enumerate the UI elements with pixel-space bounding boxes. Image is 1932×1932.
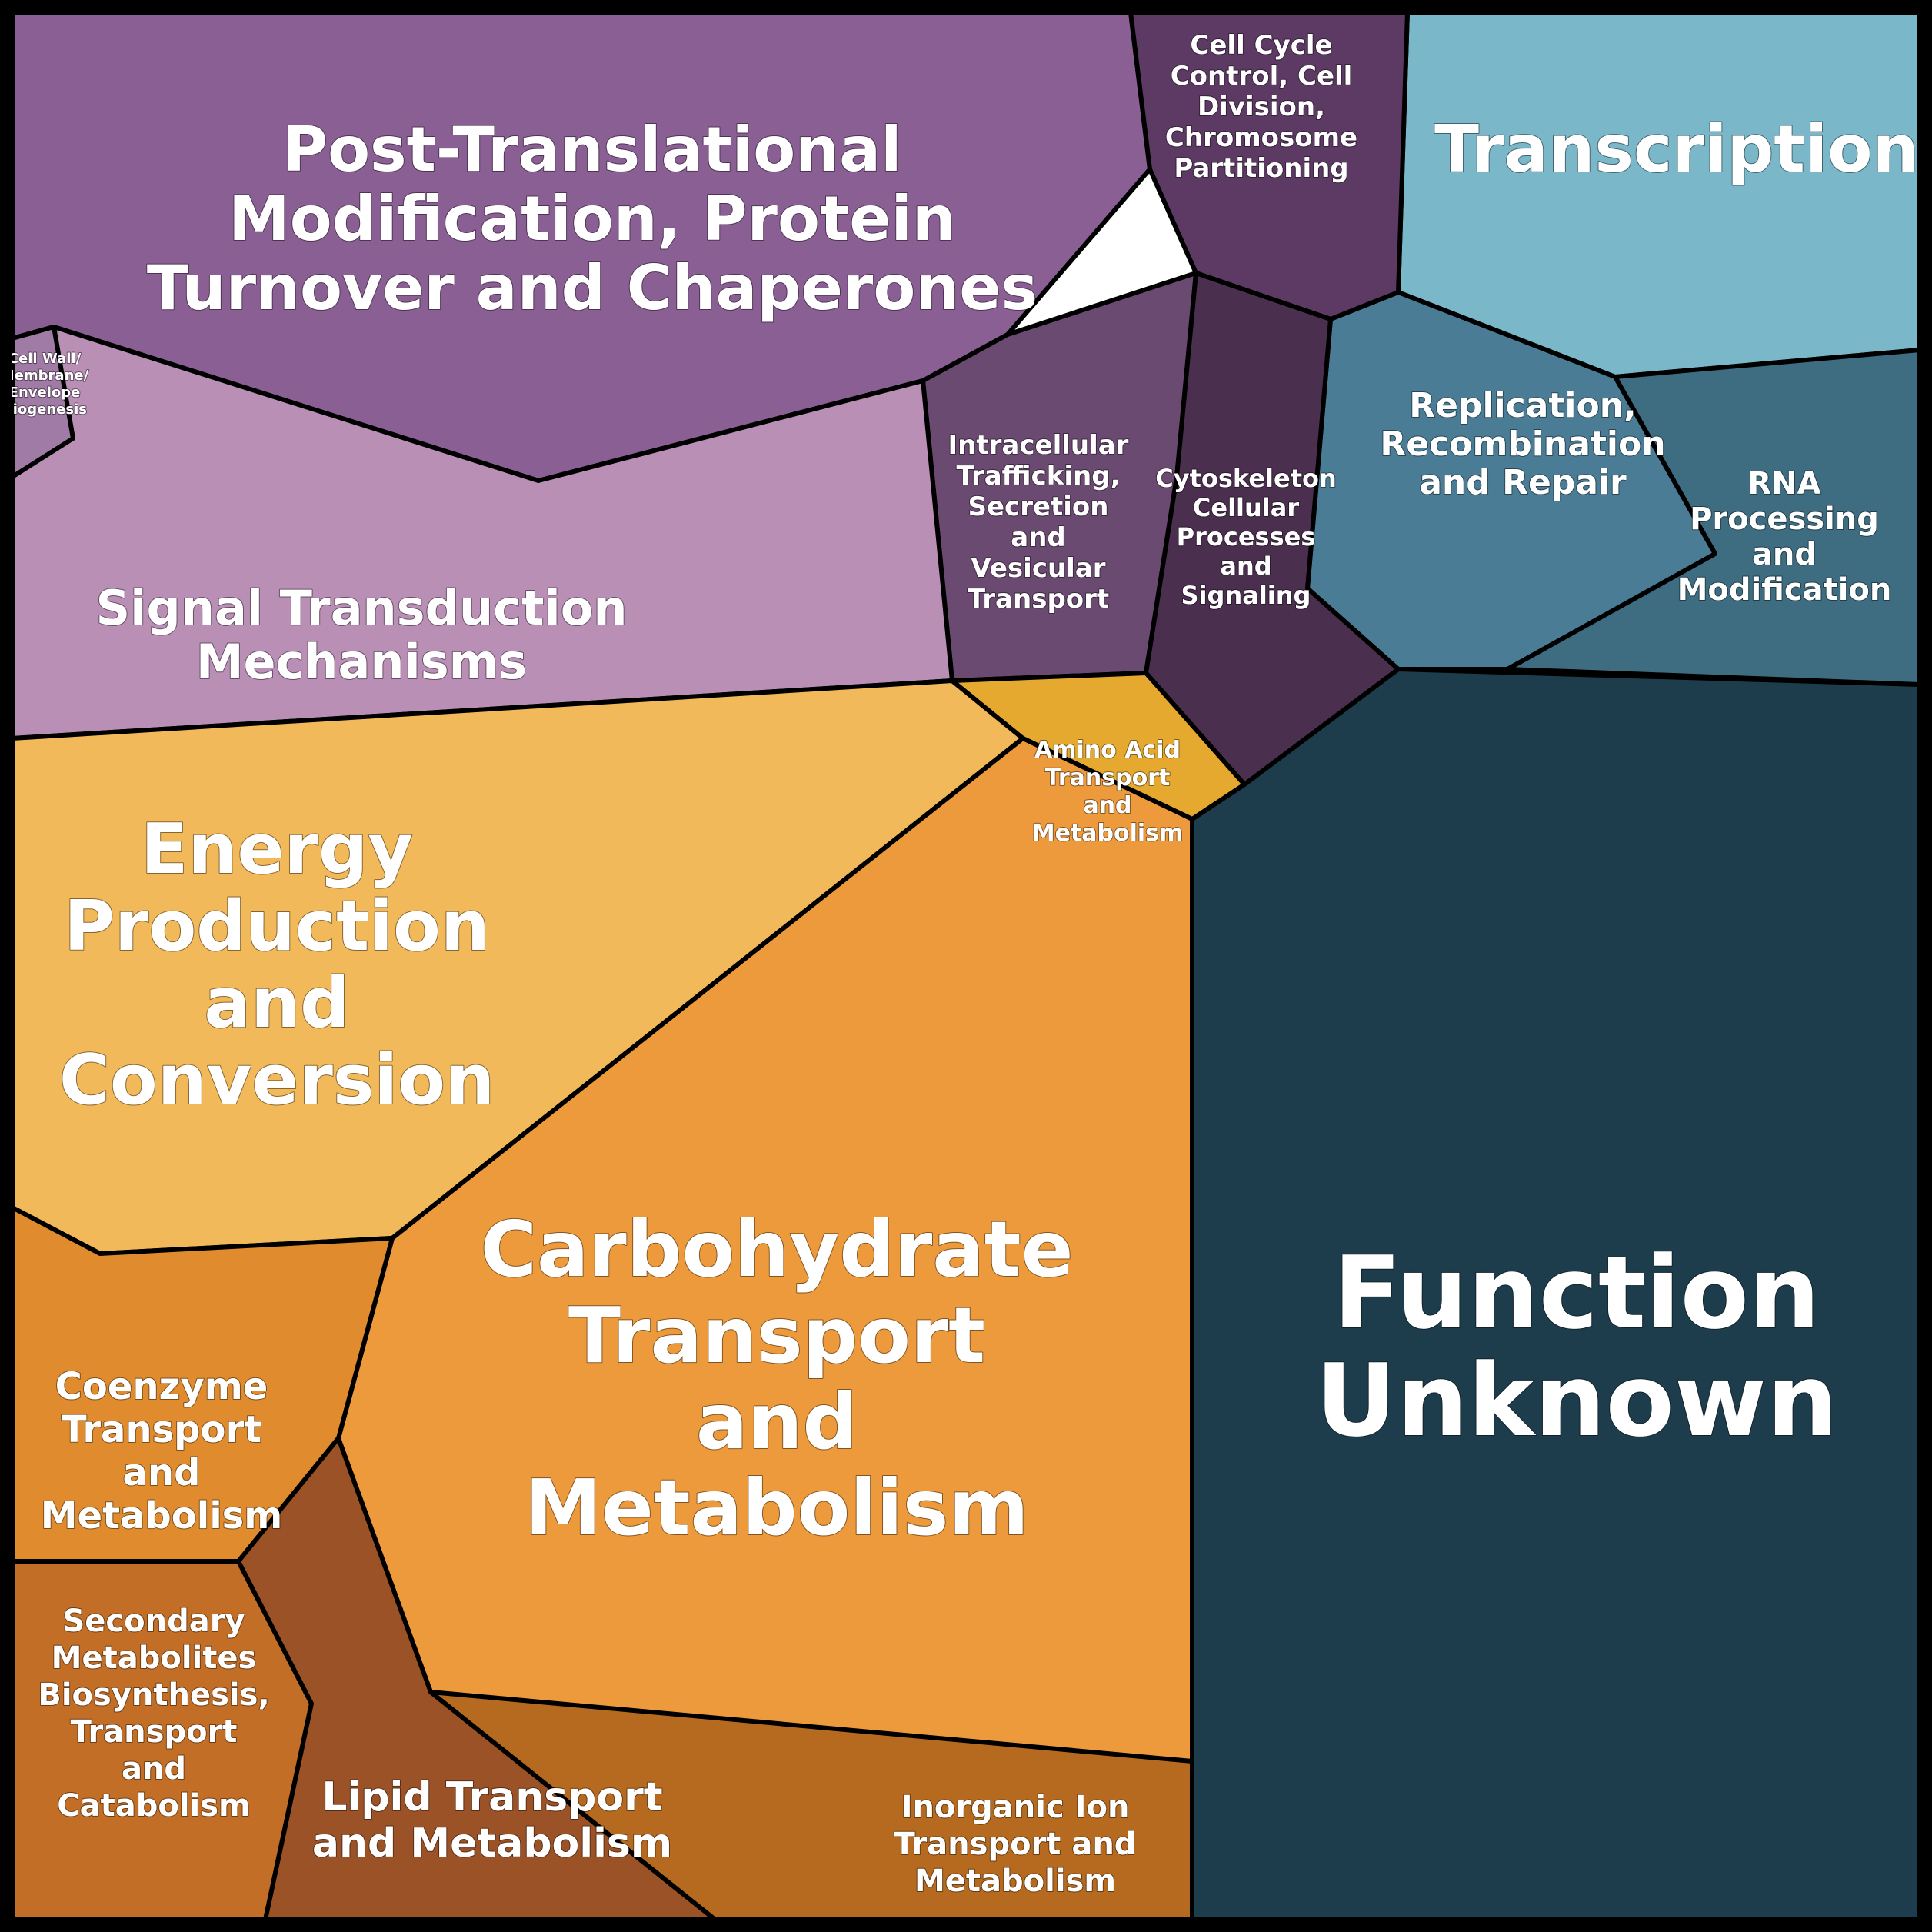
label-carbohydrate: CarbohydrateTransportandMetabolism [481, 1204, 1074, 1553]
label-cell-wall: Cell Wall/Membrane/EnvelopeBiogenesis [1, 351, 89, 418]
label-transcription: Transcription [1434, 112, 1919, 188]
label-inorganic-ion: Inorganic IonTransport andMetabolism [894, 1790, 1137, 1899]
label-lipid: Lipid Transportand Metabolism [312, 1774, 672, 1867]
label-function-unknown: FunctionUnknown [1315, 1234, 1837, 1459]
label-replication: Replication,Recombinationand Repair [1380, 386, 1665, 502]
label-cytoskeleton: CytoskeletonCellularProcessesandSignalin… [1155, 464, 1337, 610]
